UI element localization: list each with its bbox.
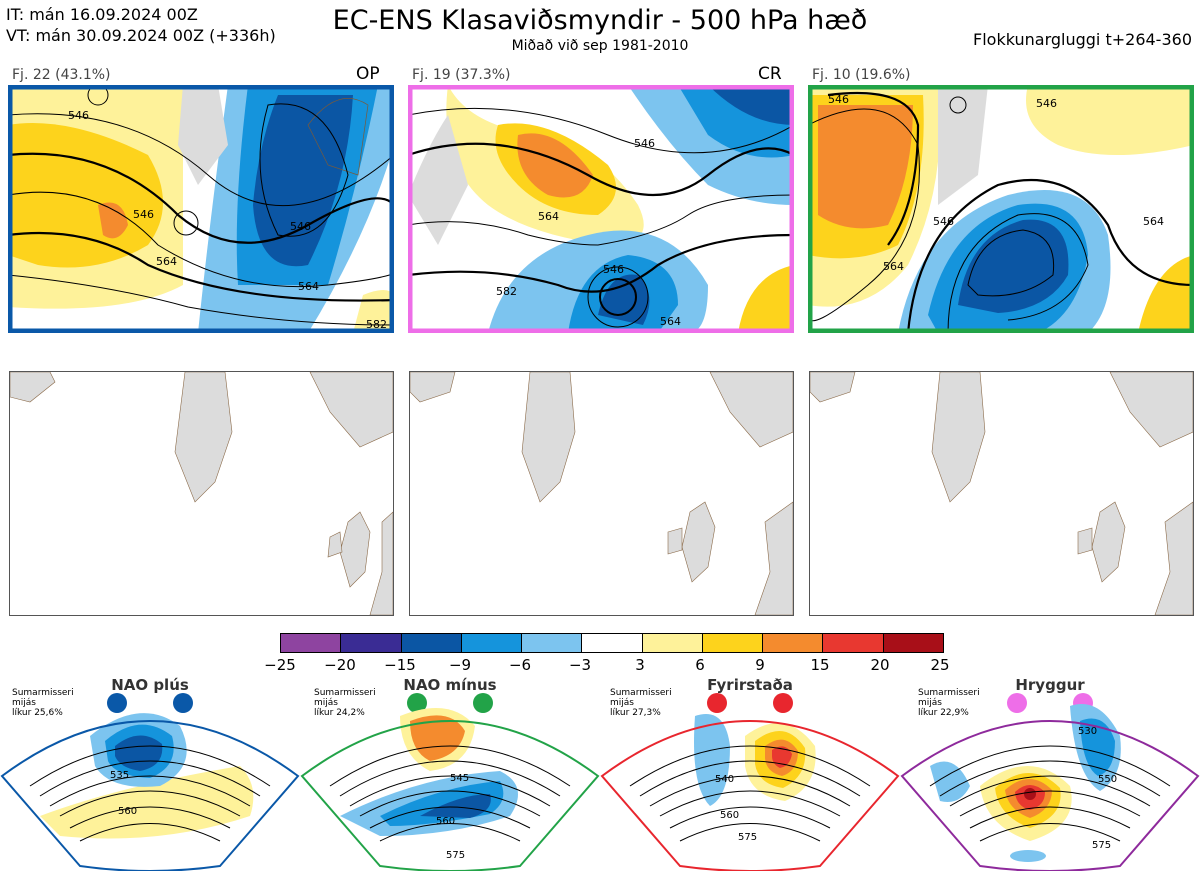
contour-label: 564 xyxy=(660,315,681,328)
regime-label: 535 xyxy=(110,770,129,781)
contour-label: 564 xyxy=(298,280,319,293)
contour-label: 564 xyxy=(538,210,559,223)
colorbar-tick: −25 xyxy=(264,656,296,674)
regime-info: Sumarmisseri mijás líkur 22,9% xyxy=(918,688,980,718)
base-map-1 xyxy=(9,371,394,616)
colorbar-tick: −15 xyxy=(384,656,416,674)
colorbar-tick: −20 xyxy=(324,656,356,674)
colorbar-segment xyxy=(281,634,342,652)
colorbar-segment xyxy=(823,634,884,652)
contour-label: 546 xyxy=(603,263,624,276)
regime-ridge: Hryggur Sumarmisseri mijás líkur 22,9% 530… xyxy=(900,676,1200,871)
contour-label: 582 xyxy=(366,318,387,331)
cluster-2-label: Fj. 19 (37.3%) xyxy=(412,67,511,83)
regime-title: Hryggur xyxy=(1015,676,1085,694)
colorbar-segment xyxy=(522,634,583,652)
cluster-1-label: Fj. 22 (43.1%) xyxy=(12,67,111,83)
colorbar-tick: 15 xyxy=(810,656,830,674)
contour-label: 546 xyxy=(68,109,89,122)
base-map-3 xyxy=(809,371,1194,616)
regime-title: NAO mínus xyxy=(403,676,497,694)
contour-label: 546 xyxy=(1036,97,1057,110)
colorbar-segment xyxy=(883,634,943,652)
colorbar-tick: 9 xyxy=(755,656,765,674)
colorbar-tick: 3 xyxy=(635,656,645,674)
header-dates: IT: mán 16.09.2024 00Z VT: mán 30.09.202… xyxy=(6,4,276,46)
regime-label: 530 xyxy=(1078,726,1097,737)
colorbar-tick: −6 xyxy=(508,656,532,674)
regime-info: Sumarmisseri mijás líkur 25,6% xyxy=(12,688,74,718)
regime-info: Sumarmisseri mijás líkur 27,3% xyxy=(610,688,672,718)
cluster-2-tag: CR xyxy=(758,64,782,84)
colorbar-segment xyxy=(461,634,523,652)
colorbar-segment xyxy=(642,634,703,652)
classification-window: Flokkunargluggi t+264-360 xyxy=(973,30,1192,49)
colorbar-tick: 6 xyxy=(695,656,705,674)
regime-label: 575 xyxy=(738,832,757,843)
initial-time: IT: mán 16.09.2024 00Z xyxy=(6,5,198,24)
page-title: EC-ENS Klasaviðsmyndir - 500 hPa hæð xyxy=(332,5,868,36)
regime-title: NAO plús xyxy=(111,676,189,694)
regime-label: 575 xyxy=(1092,840,1111,851)
colorbar-segment xyxy=(763,634,824,652)
colorbar-tick: −9 xyxy=(448,656,472,674)
contour-label: 564 xyxy=(156,255,177,268)
regime-info: Sumarmisseri mijás líkur 24,2% xyxy=(314,688,376,718)
regime-label: 560 xyxy=(436,816,455,827)
colorbar xyxy=(280,633,944,653)
base-map-2 xyxy=(409,371,794,616)
colorbar-segment xyxy=(401,634,462,652)
contour-label: 546 xyxy=(634,137,655,150)
regime-nao-plus: NAO plús Sumarmisseri mijás líkur 25,6% 53… xyxy=(0,676,300,871)
cluster-3-label: Fj. 10 (19.6%) xyxy=(812,67,911,83)
contour-label: 546 xyxy=(933,215,954,228)
contour-label: 546 xyxy=(133,208,154,221)
regime-nao-minus: NAO mínus Sumarmisseri mijás líkur 24,2% 5… xyxy=(300,676,600,871)
cluster-1-tag: OP xyxy=(356,64,380,84)
cluster-1-map: 546 564 546 564 582 546 xyxy=(8,85,394,333)
contour-label: 564 xyxy=(883,260,904,273)
colorbar-tick: 25 xyxy=(930,656,950,674)
colorbar-segment xyxy=(702,634,764,652)
valid-time: VT: mán 30.09.2024 00Z (+336h) xyxy=(6,26,276,45)
contour-label: 546 xyxy=(290,220,311,233)
contour-label: 546 xyxy=(828,93,849,106)
contour-label: 564 xyxy=(1143,215,1164,228)
regime-label: 550 xyxy=(1098,774,1117,785)
colorbar-tick: 20 xyxy=(870,656,890,674)
colorbar-segment xyxy=(341,634,402,652)
contour-label: 582 xyxy=(496,285,517,298)
regime-label: 540 xyxy=(715,774,734,785)
regime-label: 560 xyxy=(118,806,137,817)
regime-title: Fyrirstaða xyxy=(707,676,793,694)
colorbar-tick: −3 xyxy=(568,656,592,674)
regime-label: 575 xyxy=(446,850,465,861)
colorbar-segment xyxy=(582,634,643,652)
regime-label: 545 xyxy=(450,773,469,784)
regime-blocking: Fyrirstaða Sumarmisseri mijás líkur 27,3% … xyxy=(600,676,900,871)
page-subtitle: Miðað við sep 1981-2010 xyxy=(511,38,689,54)
regime-label: 560 xyxy=(720,810,739,821)
cluster-2-map: 546 564 546 564 582 xyxy=(408,85,794,333)
cluster-3-map: 546 546 564 546 564 xyxy=(808,85,1194,333)
